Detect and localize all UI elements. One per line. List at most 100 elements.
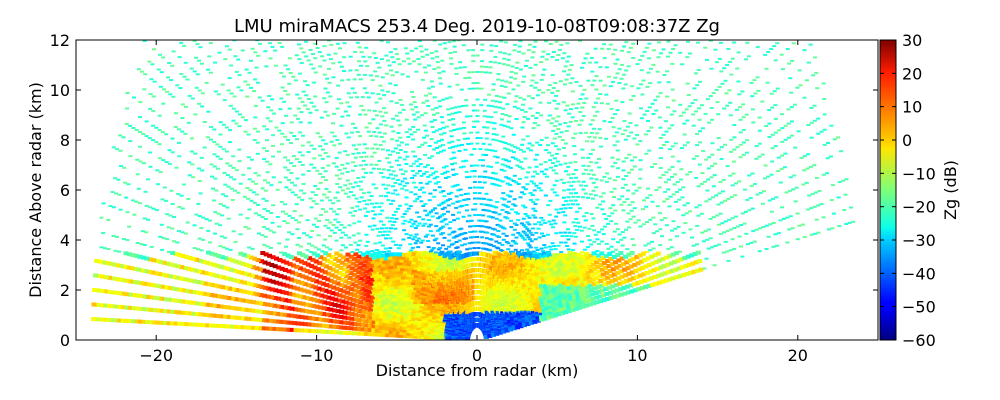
radar-gate — [604, 137, 609, 140]
radar-gate — [406, 136, 411, 138]
radar-gate — [373, 70, 378, 73]
radar-gate — [464, 159, 469, 162]
radar-gate — [107, 275, 113, 280]
radar-gate — [301, 295, 307, 300]
radar-gate — [326, 253, 332, 258]
radar-gate — [491, 88, 496, 91]
radar-gate — [628, 46, 633, 49]
radar-gate — [175, 84, 180, 87]
radar-gate — [427, 199, 432, 202]
radar-gate — [620, 63, 624, 66]
radar-gate — [190, 163, 195, 166]
radar-gate — [435, 146, 439, 149]
radar-gate — [506, 177, 511, 180]
radar-gate — [264, 269, 270, 274]
radar-gate — [138, 101, 143, 104]
radar-gate — [509, 219, 514, 222]
radar-gate — [325, 91, 330, 94]
radar-gate — [538, 223, 543, 226]
radar-gate — [334, 174, 339, 177]
radar-gate — [529, 180, 534, 183]
radar-gate — [151, 124, 156, 127]
radar-gate — [313, 217, 318, 220]
radar-gate — [411, 307, 417, 312]
radar-gate — [598, 137, 603, 139]
radar-gate — [299, 111, 304, 114]
radar-gate — [346, 311, 351, 316]
radar-gate — [443, 47, 448, 50]
radar-gate — [144, 294, 150, 299]
radar-gate — [426, 105, 431, 107]
radar-gate — [359, 64, 363, 67]
radar-gate — [215, 304, 221, 309]
radar-gate — [367, 122, 372, 125]
radar-gate — [245, 187, 250, 189]
radar-gate — [592, 136, 597, 139]
radar-gate — [374, 272, 380, 276]
radar-gate — [412, 278, 418, 283]
radar-gate — [433, 141, 438, 144]
radar-gate — [229, 92, 234, 95]
radar-gate — [562, 70, 567, 73]
radar-gate — [524, 65, 529, 67]
radar-gate — [260, 251, 266, 255]
radar-gate — [520, 143, 525, 146]
radar-gate — [392, 314, 398, 319]
radar-gate — [423, 165, 428, 168]
radar-gate — [575, 203, 580, 206]
radar-gate — [408, 326, 414, 331]
radar-gate — [374, 163, 379, 166]
radar-gate — [447, 192, 451, 195]
radar-gate — [287, 57, 292, 60]
radar-gate — [340, 244, 345, 247]
radar-gate — [183, 254, 189, 259]
radar-gate — [646, 71, 651, 74]
radar-gate — [293, 300, 299, 305]
radar-gate — [368, 303, 374, 308]
radar-gate — [260, 318, 266, 323]
radar-gate — [144, 204, 149, 207]
radar-gate — [208, 42, 213, 45]
radar-gate — [588, 193, 593, 196]
radar-gate — [202, 281, 208, 286]
radar-gate — [175, 241, 180, 244]
radar-gate — [334, 239, 339, 242]
radar-gate — [312, 223, 316, 226]
radar-gate — [307, 276, 313, 281]
radar-gate — [355, 41, 360, 44]
radar-gate — [252, 283, 258, 288]
radar-gate — [353, 181, 358, 184]
radar-gate — [398, 149, 403, 151]
radar-gate — [466, 198, 471, 201]
radar-gate — [485, 231, 490, 234]
radar-gate — [401, 108, 406, 111]
radar-gate — [316, 267, 321, 272]
radar-gate — [387, 268, 393, 273]
radar-gate — [394, 299, 400, 303]
radar-gate — [518, 148, 523, 151]
radar-gate — [508, 81, 513, 84]
radar-gate — [582, 88, 587, 91]
radar-gate — [91, 302, 97, 307]
radar-gate — [281, 282, 287, 287]
radar-gate — [425, 99, 430, 102]
radar-gate — [365, 203, 370, 206]
radar-gate — [194, 86, 199, 89]
radar-gate — [396, 255, 402, 260]
radar-gate — [377, 66, 382, 69]
radar-gate — [415, 328, 421, 333]
radar-gate — [265, 302, 270, 307]
radar-gate — [318, 299, 324, 304]
radar-gate — [473, 197, 478, 200]
radar-gate — [260, 216, 265, 219]
radar-gate — [298, 121, 303, 124]
radar-gate — [477, 192, 482, 195]
radar-gate — [410, 246, 415, 249]
radar-gate — [218, 224, 223, 227]
radar-gate — [588, 152, 593, 155]
radar-gate — [383, 300, 389, 305]
radar-gate — [297, 161, 302, 163]
radar-gate — [398, 319, 404, 324]
radar-gate — [257, 232, 261, 235]
radar-gate — [174, 275, 180, 280]
